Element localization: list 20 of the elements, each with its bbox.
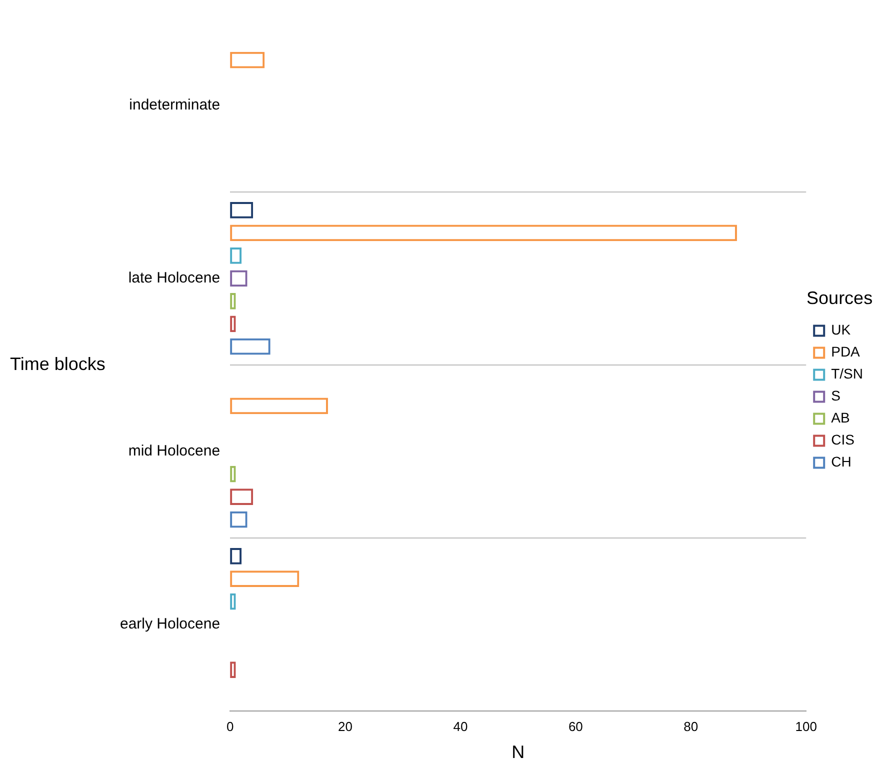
x-tick-label: 60 [568,719,583,734]
y-axis-title: Time blocks [10,354,106,374]
x-tick-label: 0 [226,719,234,734]
y-tick-label: mid Holocene [128,442,220,460]
legend-label: T/SN [831,366,863,382]
y-tick-label: late Holocene [128,270,220,287]
legend-label: CIS [831,432,854,448]
x-tick-label: 80 [684,719,698,734]
legend-label: AB [831,410,850,426]
x-tick-label: 40 [453,719,468,734]
x-tick-label: 100 [795,719,817,734]
legend-label: PDA [831,344,861,360]
legend-label: UK [831,322,852,338]
x-tick-label: 20 [338,719,352,734]
y-tick-label: indeterminate [129,96,220,114]
y-tick-label: early Holocene [120,615,220,632]
legend-label: S [831,388,840,404]
x-axis-title: N [512,742,525,762]
legend-label: CH [831,454,852,470]
legend-title: Sources [806,288,873,308]
